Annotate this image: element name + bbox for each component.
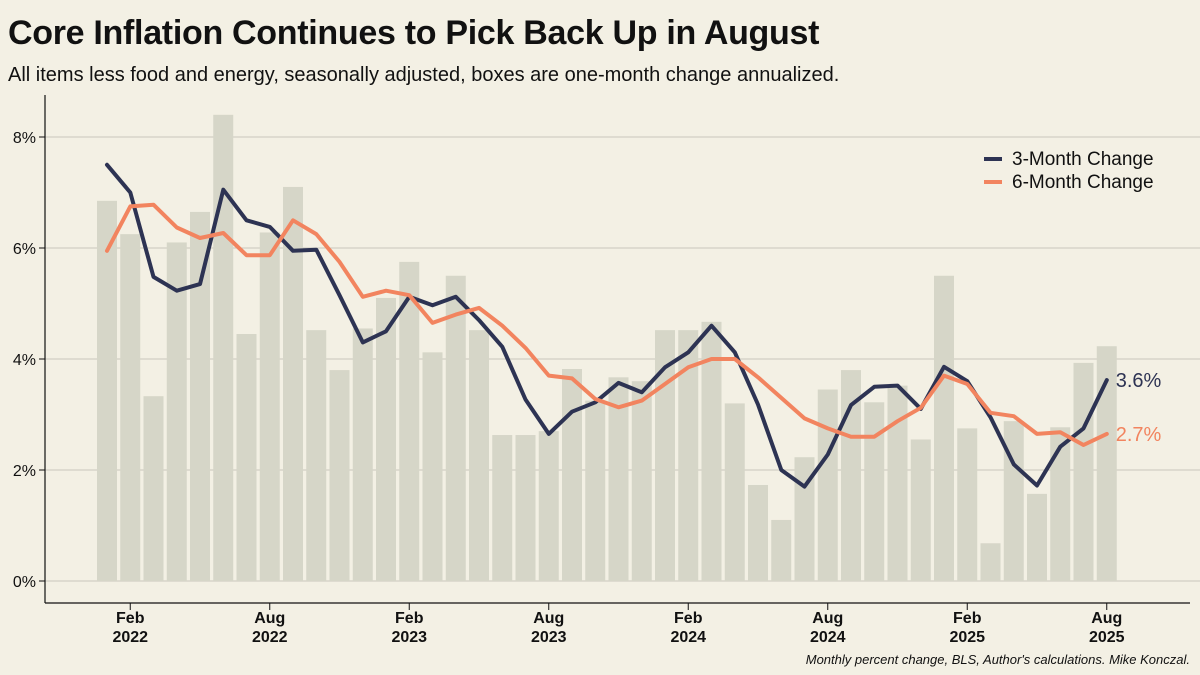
bar — [166, 242, 187, 581]
axes: 0% 2% 4% 6% 8% Feb 2022 Aug 2022 Feb 2023 Aug 2023 Fe… — [13, 95, 1190, 646]
bar — [562, 368, 582, 581]
three_month-legend-label: 3-Month Change — [1012, 149, 1154, 170]
bar — [376, 297, 396, 581]
three_month-line — [105, 162, 1109, 489]
bar — [120, 234, 141, 581]
bar — [352, 328, 373, 581]
bar — [1003, 421, 1024, 581]
x-tick-year: 2023 — [391, 629, 427, 646]
y-tick-label: 2% — [13, 463, 36, 480]
x-tick-month: Feb — [395, 610, 424, 627]
bar — [1050, 427, 1071, 581]
x-tick-month: Feb — [674, 610, 703, 627]
bar — [585, 400, 606, 581]
x-tick-month: Aug — [1091, 610, 1122, 627]
six_month-line — [105, 202, 1109, 447]
bar — [399, 261, 420, 581]
bar — [910, 439, 931, 581]
bar — [841, 370, 861, 581]
bar — [957, 428, 978, 581]
x-tick-year: 2024 — [670, 629, 706, 646]
x-tick-year: 2022 — [252, 629, 288, 646]
bar — [608, 377, 629, 581]
bar — [236, 334, 257, 581]
six_month-end-label: 2.7% — [1116, 424, 1162, 446]
bar — [1073, 362, 1094, 581]
bar — [748, 484, 768, 581]
bar — [980, 543, 1001, 581]
x-tick-month: Feb — [116, 610, 145, 627]
bar — [934, 275, 954, 581]
labels: 3.6% 2.7% — [1116, 370, 1162, 446]
bar — [283, 186, 303, 581]
bar — [213, 114, 234, 582]
y-tick-label: 8% — [13, 130, 36, 147]
bar — [329, 370, 350, 581]
y-tick-label: 0% — [13, 574, 36, 591]
bar — [724, 403, 745, 581]
source-credit: Monthly percent change, BLS, Author's ca… — [805, 652, 1190, 667]
bar — [631, 381, 652, 581]
x-tick-month: Aug — [533, 610, 564, 627]
x-tick-year: 2025 — [1089, 629, 1125, 646]
bar — [422, 352, 443, 581]
x-tick-month: Feb — [953, 610, 982, 627]
bar — [97, 200, 117, 581]
line-series — [105, 162, 1109, 489]
bar — [469, 330, 489, 581]
bar — [817, 389, 838, 581]
y-tick-label: 4% — [13, 352, 36, 369]
bar — [492, 435, 513, 581]
bar — [794, 457, 815, 581]
bar — [655, 330, 675, 581]
bar — [864, 402, 885, 581]
bar — [306, 330, 327, 581]
bar — [143, 396, 164, 581]
bar — [190, 211, 210, 582]
x-tick-year: 2023 — [531, 629, 567, 646]
bar — [259, 232, 280, 581]
bar — [1096, 346, 1117, 581]
bar — [887, 385, 908, 581]
bar — [701, 321, 722, 581]
x-tick-year: 2024 — [810, 629, 846, 646]
bar — [678, 330, 699, 581]
y-tick-label: 6% — [13, 241, 36, 258]
three_month-end-label: 3.6% — [1116, 370, 1162, 392]
bar — [538, 431, 559, 581]
x-tick-month: Aug — [812, 610, 843, 627]
x-tick-year: 2025 — [949, 629, 985, 646]
bar — [445, 275, 466, 581]
bar — [515, 435, 536, 581]
x-tick-month: Aug — [254, 610, 285, 627]
chart-title: Core Inflation Continues to Pick Back Up… — [8, 14, 820, 52]
bar-series — [97, 114, 1117, 582]
bar — [771, 519, 792, 581]
x-tick-year: 2022 — [112, 629, 148, 646]
six_month-legend-label: 6-Month Change — [1012, 172, 1154, 193]
bar — [1027, 493, 1047, 581]
chart-subtitle: All items less food and energy, seasonal… — [8, 64, 840, 86]
